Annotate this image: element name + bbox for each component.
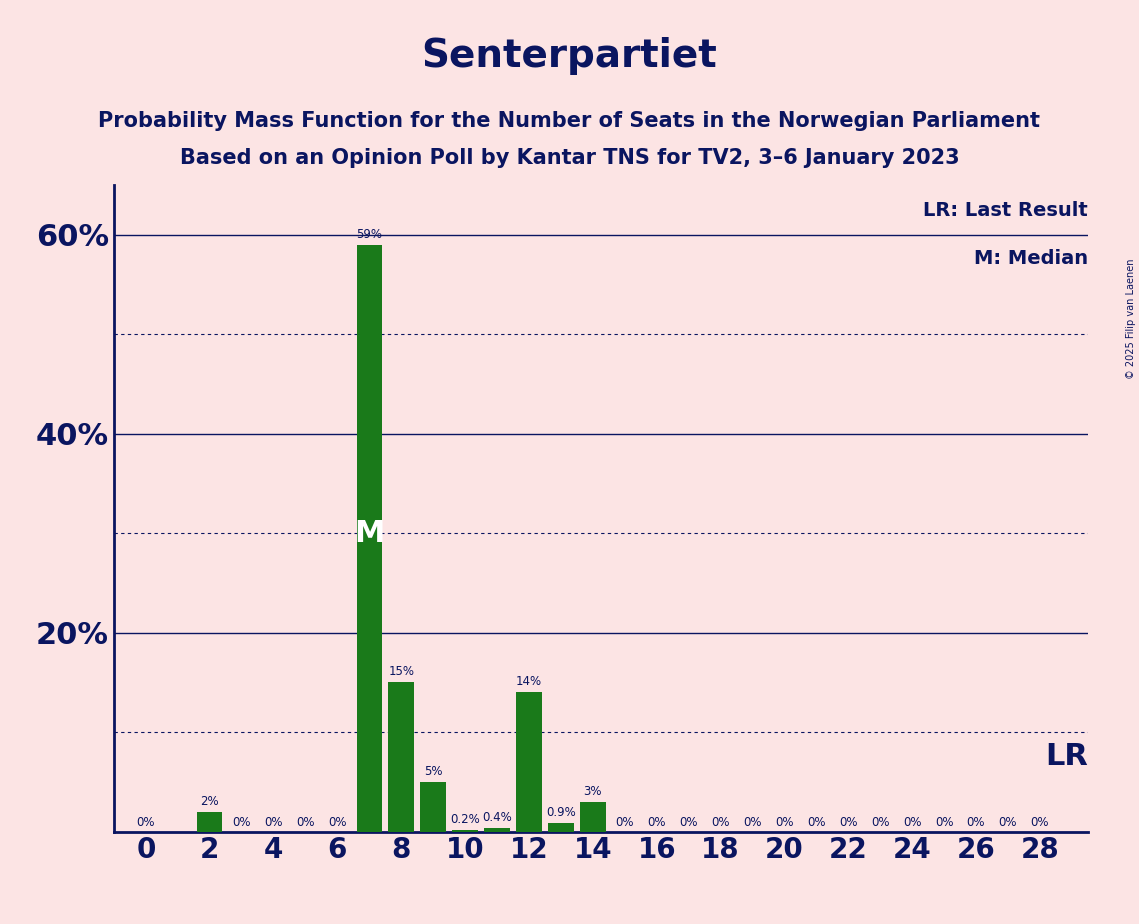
Bar (357, 245, 382, 832)
Text: Based on an Opinion Poll by Kantar TNS for TV2, 3–6 January 2023: Based on an Opinion Poll by Kantar TNS f… (180, 148, 959, 168)
Text: Probability Mass Function for the Number of Seats in the Norwegian Parliament: Probability Mass Function for the Number… (98, 111, 1041, 131)
Text: M: M (354, 518, 385, 548)
Text: © 2025 Filip van Laenen: © 2025 Filip van Laenen (1125, 259, 1136, 379)
Text: 0%: 0% (328, 816, 346, 829)
Text: 0%: 0% (935, 816, 953, 829)
Text: 0%: 0% (871, 816, 890, 829)
Text: 0%: 0% (1031, 816, 1049, 829)
Text: 0.2%: 0.2% (450, 812, 480, 826)
Text: 0%: 0% (296, 816, 314, 829)
Bar (548, 822, 574, 832)
Bar (197, 811, 222, 832)
Text: 0%: 0% (264, 816, 282, 829)
Text: 0%: 0% (839, 816, 858, 829)
Text: 0.4%: 0.4% (482, 810, 511, 823)
Text: 0%: 0% (999, 816, 1017, 829)
Text: 0%: 0% (903, 816, 921, 829)
Text: 2%: 2% (200, 795, 219, 808)
Text: 0%: 0% (712, 816, 730, 829)
Text: 0%: 0% (808, 816, 826, 829)
Text: 0%: 0% (776, 816, 794, 829)
Text: 0%: 0% (967, 816, 985, 829)
Text: 0.9%: 0.9% (546, 806, 576, 819)
Bar (388, 682, 415, 832)
Text: M: Median: M: Median (974, 249, 1088, 269)
Text: 0%: 0% (137, 816, 155, 829)
Text: 59%: 59% (357, 227, 383, 240)
Text: 0%: 0% (232, 816, 251, 829)
Text: 3%: 3% (583, 784, 603, 797)
Bar (484, 828, 510, 832)
Bar (516, 692, 542, 832)
Text: 0%: 0% (679, 816, 698, 829)
Bar (420, 782, 446, 832)
Text: Senterpartiet: Senterpartiet (421, 37, 718, 75)
Text: LR: LR (1044, 743, 1088, 772)
Text: 0%: 0% (744, 816, 762, 829)
Text: 5%: 5% (424, 765, 442, 778)
Text: LR: Last Result: LR: Last Result (923, 201, 1088, 220)
Text: 0%: 0% (647, 816, 666, 829)
Bar (580, 802, 606, 832)
Text: 14%: 14% (516, 675, 542, 688)
Bar (452, 830, 478, 832)
Text: 0%: 0% (615, 816, 634, 829)
Text: 15%: 15% (388, 665, 415, 678)
